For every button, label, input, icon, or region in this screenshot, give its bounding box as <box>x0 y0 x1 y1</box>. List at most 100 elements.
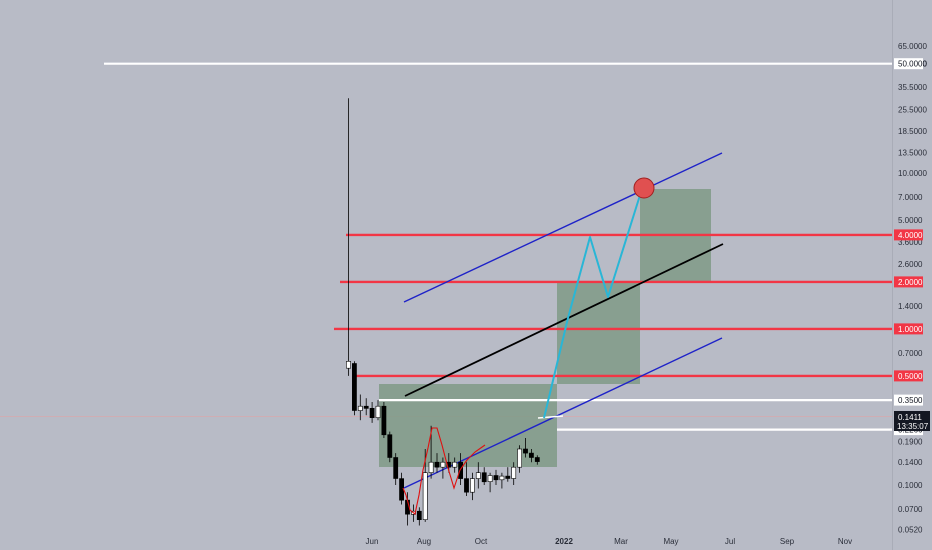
current-price-tag <box>894 411 930 431</box>
candle-body <box>346 360 351 369</box>
price-tick-label: 25.5000 <box>898 105 927 114</box>
level-tag-0.3500 <box>894 394 923 406</box>
candle-body <box>511 466 517 479</box>
candle[interactable] <box>493 469 499 485</box>
current-price-value: 0.1411 <box>898 413 922 422</box>
candle[interactable] <box>499 472 505 489</box>
candle-body <box>422 472 428 521</box>
level-tag-label: 0.3500 <box>898 396 923 405</box>
candle-body <box>499 475 505 481</box>
pattern-curve[interactable] <box>402 427 486 515</box>
candle[interactable] <box>511 462 517 485</box>
candle[interactable] <box>517 445 522 473</box>
level-tag-label: 0.5000 <box>898 372 923 381</box>
candle[interactable] <box>351 361 357 416</box>
candle-body <box>469 478 475 493</box>
candle[interactable] <box>475 462 481 489</box>
candle-body <box>528 452 534 458</box>
price-tick-label: 0.1400 <box>898 458 923 467</box>
candle-body <box>351 363 357 411</box>
channel-upper-line[interactable] <box>403 152 723 303</box>
price-tick-label: 5.0000 <box>898 216 923 225</box>
candle[interactable] <box>346 98 351 376</box>
level-tag-50.0000 <box>894 58 923 70</box>
candle[interactable] <box>416 507 422 526</box>
candle-body <box>475 472 481 479</box>
level-tag-2.0000 <box>894 276 923 288</box>
candle[interactable] <box>452 457 458 473</box>
target-zone-1[interactable] <box>557 283 640 384</box>
candle[interactable] <box>381 402 387 438</box>
time-tick-label: Mar <box>614 537 628 546</box>
candle[interactable] <box>469 472 475 501</box>
candle[interactable] <box>357 394 363 421</box>
candle-body <box>534 457 540 462</box>
candle-body <box>481 472 487 483</box>
candle-body <box>375 405 381 419</box>
candle[interactable] <box>534 455 540 465</box>
current-price-countdown: 13:35:07 <box>897 422 929 431</box>
candle[interactable] <box>464 462 469 496</box>
current-level-mark[interactable] <box>537 415 564 419</box>
candle-body <box>387 434 393 458</box>
level-tag-label: 2.0000 <box>898 278 923 287</box>
candle[interactable] <box>440 457 446 479</box>
level-tag-0.5000 <box>894 370 923 382</box>
time-tick-label: Oct <box>475 537 488 546</box>
candle[interactable] <box>505 467 511 482</box>
candle-body <box>505 475 511 479</box>
time-tick-label: Sep <box>780 537 795 546</box>
price-tick-label: 7.0000 <box>898 193 923 202</box>
price-tick-label: 0.1900 <box>898 438 923 447</box>
time-axis[interactable]: Jun Aug Oct 2022 Mar May Jul Sep Nov <box>366 537 853 546</box>
candle[interactable] <box>363 398 369 416</box>
price-tick-label: 0.0520 <box>898 525 923 534</box>
price-tick-label: 35.5000 <box>898 83 927 92</box>
candle[interactable] <box>487 472 493 493</box>
candle[interactable] <box>434 453 440 473</box>
candle[interactable] <box>393 453 399 485</box>
price-tick-label: 2.6000 <box>898 260 923 269</box>
candle-body <box>434 461 440 468</box>
level-tag-label: 1.0000 <box>898 325 923 334</box>
time-tick-label: 2022 <box>555 537 573 546</box>
time-tick-label: Jul <box>725 537 735 546</box>
candle[interactable] <box>481 467 487 485</box>
candle-body <box>523 448 528 454</box>
candle-body <box>458 461 463 479</box>
time-tick-label: Jun <box>366 537 379 546</box>
time-tick-label: Aug <box>417 537 431 546</box>
target-circle[interactable] <box>633 177 655 199</box>
drawings <box>402 177 655 515</box>
candle-body <box>357 405 363 411</box>
price-tick-label: 18.5000 <box>898 127 927 136</box>
candle-body <box>493 475 499 481</box>
price-tick-label: 65.0000 <box>898 42 927 51</box>
candle[interactable] <box>387 431 393 463</box>
candle-body <box>464 478 469 493</box>
candle-body <box>487 475 493 482</box>
channel-mid-line[interactable] <box>404 243 724 397</box>
horizontal-levels <box>104 62 892 431</box>
level-tag-4.0000 <box>894 229 923 241</box>
candle-body <box>517 448 522 468</box>
candle[interactable] <box>369 402 375 423</box>
candle[interactable] <box>523 438 528 458</box>
level-tag-label: 4.0000 <box>898 231 923 240</box>
time-tick-label: Nov <box>838 537 852 546</box>
projection-path[interactable] <box>543 191 642 419</box>
price-tick-label: 10.0000 <box>898 169 927 178</box>
candle-body <box>416 510 422 521</box>
price-tags: 50.00004.00002.00001.00000.50000.35000.2… <box>894 58 930 436</box>
price-tick-label: 3.6000 <box>898 238 923 247</box>
price-tick-label: 0.0700 <box>898 505 923 514</box>
candle-body <box>440 461 446 468</box>
price-tick-label: 13.5000 <box>898 148 927 157</box>
level-tag-label: 50.0000 <box>898 60 927 69</box>
candle-body <box>452 461 458 468</box>
candle[interactable] <box>375 400 381 421</box>
candle[interactable] <box>528 449 534 463</box>
